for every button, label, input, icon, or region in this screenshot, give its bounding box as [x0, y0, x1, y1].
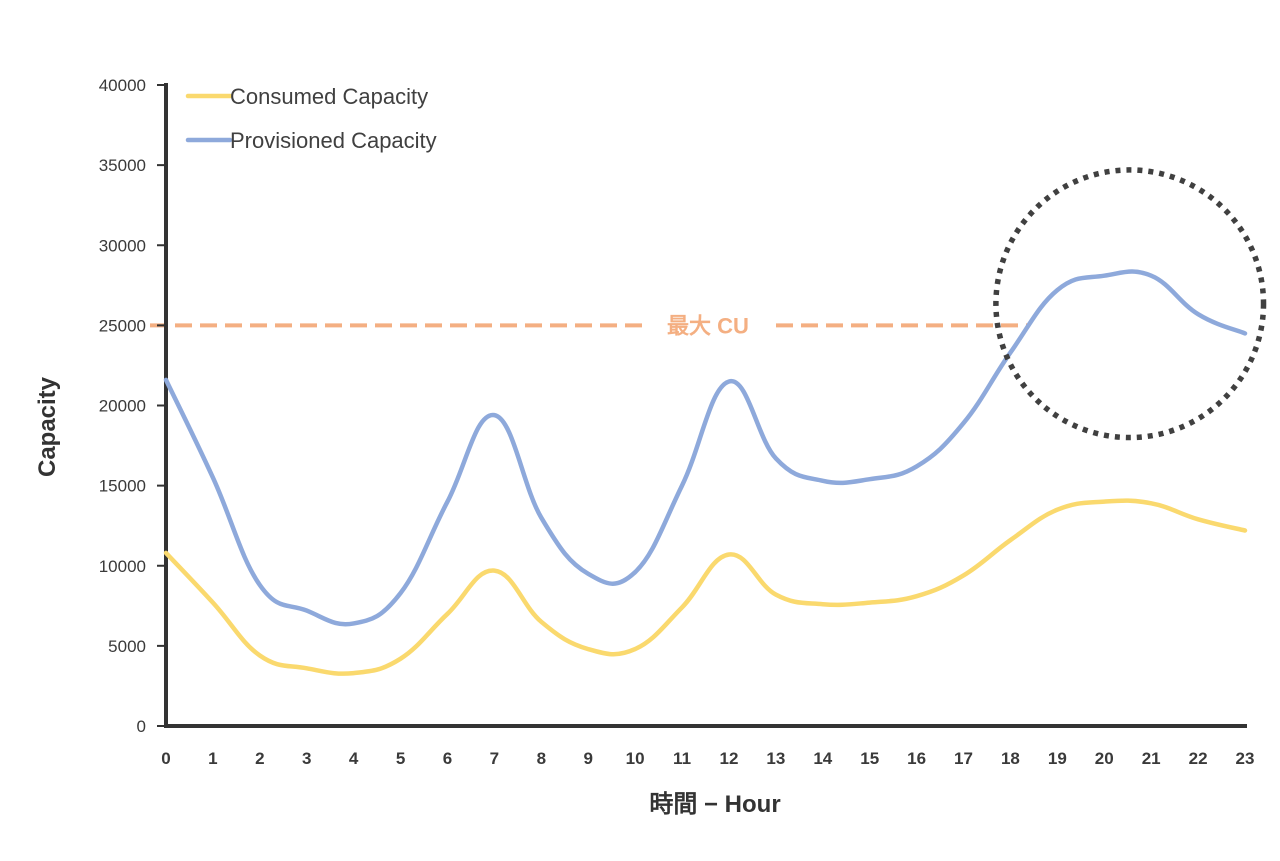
axis-titles: 時間 − Hour Capacity [34, 376, 781, 818]
axes-layer: 0 5000 10000 15000 20000 25000 30000 35000 40000… [99, 76, 1255, 768]
y-axis-title: Capacity [34, 376, 61, 477]
legend: Consumed Capacity Provisioned Capacity [185, 84, 437, 153]
x-tick-label: 19 [1048, 749, 1067, 768]
x-tick-label: 1 [208, 749, 217, 768]
x-tick-label: 11 [673, 749, 691, 768]
x-tick-label: 12 [719, 749, 738, 768]
x-tick-label: 5 [396, 749, 405, 768]
x-axis-title: 時間 − Hour [649, 791, 780, 818]
x-tick-label: 20 [1095, 749, 1114, 768]
x-tick-label: 14 [813, 749, 832, 768]
y-tick-label: 30000 [99, 236, 146, 255]
highlight-dotted-circle [993, 167, 1267, 441]
y-tick-label: 10000 [99, 557, 146, 576]
x-tick-label: 13 [766, 749, 785, 768]
x-tick-label: 7 [490, 749, 499, 768]
x-tick-label: 21 [1142, 749, 1161, 768]
highlight-layer [993, 167, 1267, 441]
y-tick-label: 0 [137, 717, 146, 736]
x-tick-label: 17 [954, 749, 973, 768]
x-tick-label: 6 [443, 749, 452, 768]
x-tick-label: 23 [1236, 749, 1255, 768]
series-line-provisioned-capacity [163, 269, 1248, 627]
x-tick-label: 2 [255, 749, 264, 768]
x-tick-label: 8 [537, 749, 546, 768]
y-tick-label: 40000 [99, 76, 146, 95]
x-tick-label: 3 [302, 749, 311, 768]
x-tick-label: 22 [1189, 749, 1208, 768]
x-tick-label: 0 [161, 749, 170, 768]
legend-label: Consumed Capacity [230, 84, 428, 109]
x-tick-label: 18 [1001, 749, 1020, 768]
x-tick-label: 4 [349, 749, 359, 768]
reference-line-label: 最大 CU [667, 313, 749, 338]
y-tick-label: 5000 [108, 637, 146, 656]
x-tick-label: 16 [907, 749, 926, 768]
y-tick-label: 20000 [99, 397, 146, 416]
series-layer [163, 269, 1248, 676]
x-tick-label: 9 [583, 749, 592, 768]
y-tick-label: 35000 [99, 156, 146, 175]
series-line-consumed-capacity [163, 498, 1248, 676]
x-tick-label: 10 [626, 749, 645, 768]
y-tick-label: 25000 [99, 316, 146, 335]
legend-label: Provisioned Capacity [230, 128, 437, 153]
reference-line-layer: 最大 CU [150, 313, 1028, 338]
x-tick-label: 15 [860, 749, 879, 768]
y-tick-label: 15000 [99, 477, 146, 496]
